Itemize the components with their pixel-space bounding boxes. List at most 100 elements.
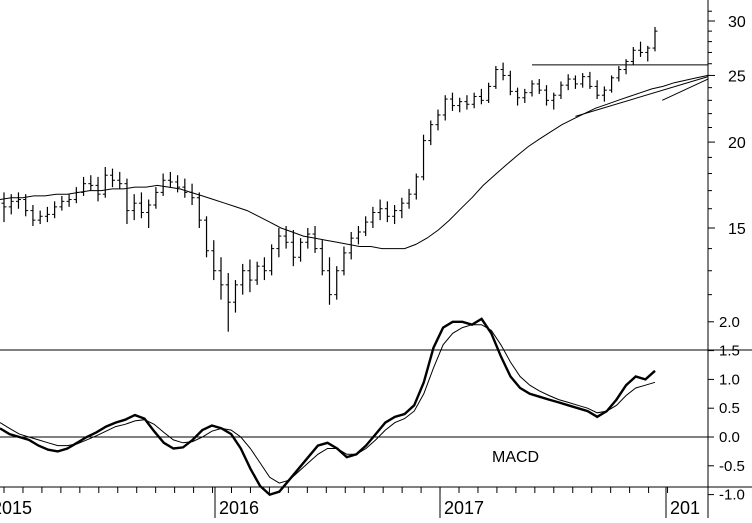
price-bar bbox=[370, 206, 376, 228]
price-bar bbox=[645, 45, 651, 62]
price-bar bbox=[95, 176, 101, 202]
price-bar bbox=[153, 187, 159, 209]
price-bar bbox=[211, 240, 217, 281]
price-bar bbox=[493, 66, 499, 89]
price-bar bbox=[175, 175, 181, 193]
price-bar bbox=[392, 205, 398, 225]
macd-tick-label: 0.5 bbox=[719, 400, 740, 417]
price-bar bbox=[8, 194, 14, 215]
macd-annotation: MACD bbox=[492, 449, 539, 466]
price-bar bbox=[601, 86, 607, 102]
price-bar bbox=[327, 257, 332, 305]
price-bar bbox=[565, 74, 571, 91]
price-bar bbox=[478, 88, 484, 105]
price-bar bbox=[225, 273, 231, 332]
price-bar bbox=[276, 228, 282, 258]
price-bar bbox=[305, 228, 311, 249]
support-trend-lines bbox=[532, 64, 709, 117]
price-bar bbox=[616, 66, 622, 82]
price-bar bbox=[515, 87, 521, 106]
price-tick-label: 30 bbox=[728, 14, 746, 31]
price-bar bbox=[623, 59, 629, 75]
price-bar bbox=[464, 95, 470, 110]
price-bar bbox=[261, 257, 267, 281]
price-bar bbox=[298, 238, 304, 262]
price-bar bbox=[1, 192, 7, 223]
price-bar bbox=[254, 261, 260, 285]
time-axis: 2015 2016 2017 201 bbox=[0, 487, 700, 518]
price-bar bbox=[558, 81, 564, 100]
price-bar bbox=[471, 92, 477, 109]
price-bar bbox=[638, 41, 644, 57]
price-bar bbox=[334, 266, 340, 300]
price-bar bbox=[73, 187, 79, 204]
macd-tick-label: 1.0 bbox=[719, 371, 740, 388]
price-bar bbox=[160, 173, 166, 196]
price-bar bbox=[377, 199, 383, 221]
price-bar bbox=[131, 194, 137, 221]
price-bar bbox=[319, 240, 325, 276]
price-bar bbox=[587, 71, 593, 89]
price-bar bbox=[182, 178, 188, 198]
price-bar bbox=[312, 226, 318, 253]
price-moving-average bbox=[0, 74, 709, 250]
macd-tick-label: 0.0 bbox=[719, 429, 740, 446]
moving-average-line bbox=[0, 74, 709, 250]
price-bar bbox=[290, 229, 296, 267]
price-bar bbox=[435, 109, 441, 131]
price-bar bbox=[442, 95, 448, 121]
price-tick-label: 15 bbox=[728, 221, 746, 238]
price-bar bbox=[572, 75, 578, 89]
price-axis: 15 20 25 30 bbox=[708, 10, 746, 296]
price-bar bbox=[399, 197, 405, 219]
price-bar bbox=[500, 62, 506, 81]
year-label: 2015 bbox=[0, 498, 32, 518]
price-bar bbox=[529, 80, 535, 97]
macd-signal-line bbox=[0, 324, 656, 484]
macd-axis: 2.0 1.5 1.0 0.5 0.0 -0.5 -1.0 bbox=[708, 314, 745, 504]
price-bar bbox=[240, 263, 246, 295]
price-bar bbox=[204, 216, 210, 258]
price-bar bbox=[218, 257, 224, 300]
price-bar bbox=[341, 246, 347, 276]
price-bar bbox=[406, 188, 412, 209]
macd-tick-label: 2.0 bbox=[719, 314, 740, 331]
year-label: 2017 bbox=[444, 498, 484, 518]
price-bar bbox=[88, 175, 94, 191]
price-bar bbox=[30, 205, 36, 227]
macd-tick-label: -0.5 bbox=[719, 458, 745, 475]
price-bar bbox=[110, 168, 115, 188]
price-bar bbox=[81, 176, 87, 196]
price-bar bbox=[247, 259, 253, 293]
price-bar bbox=[384, 201, 390, 223]
price-bar bbox=[196, 192, 202, 228]
year-label: 2016 bbox=[219, 498, 259, 518]
macd-lines bbox=[0, 317, 656, 496]
price-tick-label: 25 bbox=[728, 68, 746, 85]
price-bar bbox=[486, 82, 492, 103]
macd-line bbox=[0, 317, 656, 496]
price-bar bbox=[189, 183, 195, 206]
price-bar bbox=[138, 192, 144, 219]
price-bar bbox=[44, 206, 50, 223]
price-bar bbox=[355, 226, 361, 245]
macd-tick-label: -1.0 bbox=[719, 487, 745, 504]
price-bar bbox=[421, 134, 427, 181]
price-bar bbox=[15, 192, 21, 209]
price-bars bbox=[1, 27, 658, 332]
price-bar bbox=[269, 244, 275, 276]
price-bar bbox=[609, 75, 615, 93]
price-bar bbox=[630, 46, 636, 65]
price-bar bbox=[52, 201, 58, 219]
trend-line bbox=[662, 78, 709, 101]
price-bar bbox=[594, 80, 600, 100]
price-bar bbox=[59, 195, 65, 211]
price-bar bbox=[37, 210, 43, 225]
price-tick-label: 20 bbox=[728, 135, 746, 152]
price-bar bbox=[428, 120, 434, 146]
price-bar bbox=[580, 73, 586, 88]
price-bar bbox=[449, 92, 455, 111]
price-bar bbox=[413, 173, 419, 200]
